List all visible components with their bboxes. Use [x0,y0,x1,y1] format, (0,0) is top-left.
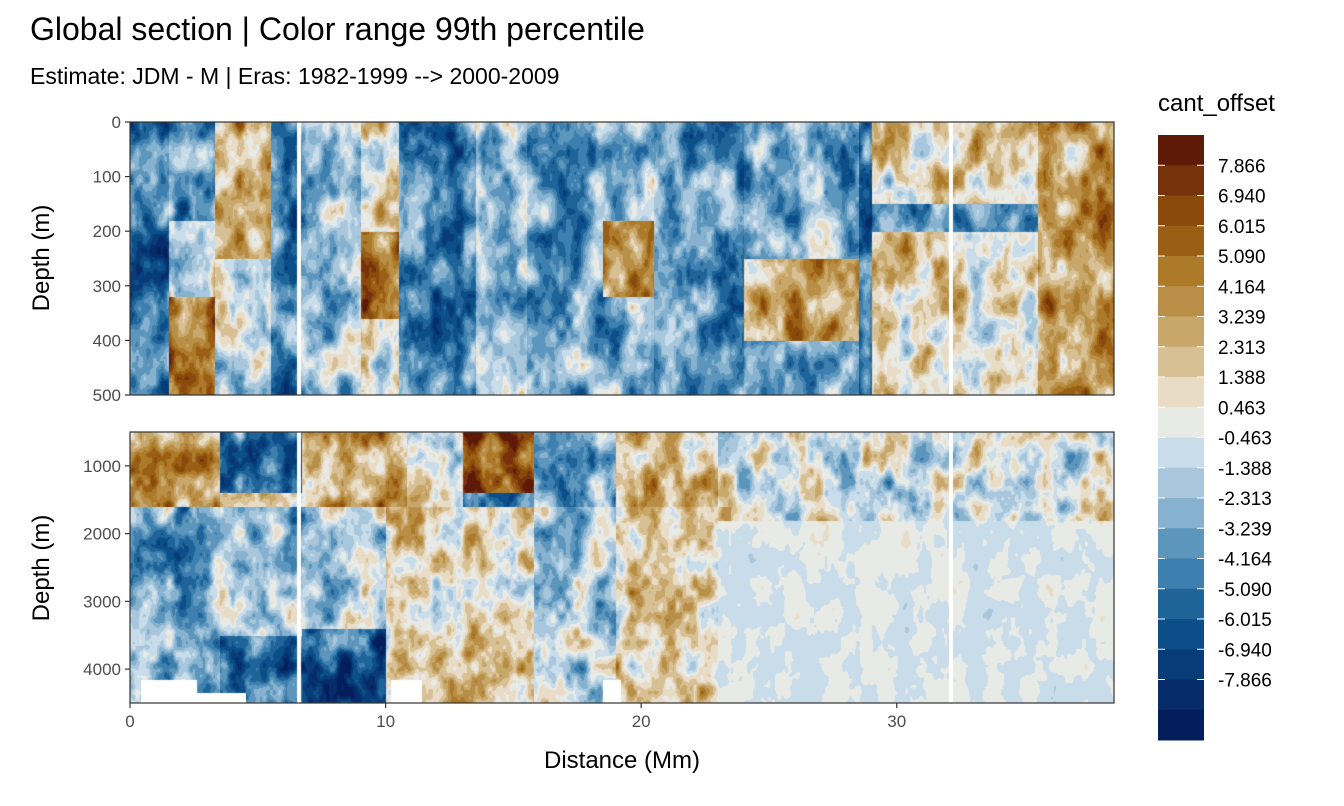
legend-label: -2.313 [1218,489,1272,510]
legend-color-step [1158,588,1204,620]
heatmap-field [130,122,1114,395]
legend-label: -3.239 [1218,519,1272,540]
legend-label: 6.015 [1218,217,1266,238]
legend-colorbar [1158,135,1204,741]
x-axis: 0 10 20 30 [125,703,906,731]
legend-color-step [1158,195,1204,227]
y-axis-title-upper: Depth (m) [28,205,55,312]
lower-panel: 1000 2000 3000 4000 [83,431,1115,704]
legend-label: -7.866 [1218,671,1272,692]
legend-color-step [1158,558,1204,590]
y-tick-label: 2000 [83,525,121,544]
legend-label: -1.388 [1218,459,1272,480]
legend-color-step [1158,437,1204,469]
legend-label: -4.164 [1218,550,1272,571]
legend-label: -6.015 [1218,610,1272,631]
upper-panel: 0 100 200 300 400 500 [93,113,1115,405]
legend-label: -5.090 [1218,580,1272,601]
chart-title: Global section | Color range 99th percen… [30,11,645,47]
legend-color-step [1158,225,1204,257]
y-tick-label: 100 [93,168,121,187]
color-legend: cant_offset 7.866 6.940 6.015 5.090 4.164 3.2… [1158,90,1275,741]
legend-color-step [1158,467,1204,499]
y-tick-label: 0 [112,113,121,132]
y-tick-label: 1000 [83,457,121,476]
y-tick-label: 500 [93,386,121,405]
legend-label: 3.239 [1218,308,1266,329]
panel-border [129,431,1115,704]
legend-color-step [1158,286,1204,317]
x-axis-title: Distance (Mm) [544,747,700,774]
x-tick-label: 0 [125,712,134,731]
y-tick-label: 3000 [83,592,121,611]
legend-color-step [1158,165,1204,196]
legend-label: -0.463 [1218,429,1272,450]
legend-label: 0.463 [1218,398,1266,419]
legend-color-step [1158,619,1204,650]
legend-label: 7.866 [1218,156,1266,177]
y-axis-title-lower: Depth (m) [28,515,55,622]
legend-color-step [1158,649,1204,680]
chart-subtitle: Estimate: JDM - M | Eras: 1982-1999 --> … [30,63,559,89]
legend-label: 6.940 [1218,187,1266,208]
legend-label: 5.090 [1218,247,1266,268]
x-tick-label: 20 [632,712,651,731]
legend-labels: 7.866 6.940 6.015 5.090 4.164 3.239 2.313 1.388… [1158,156,1272,692]
legend-label: 4.164 [1218,277,1266,298]
y-tick-label: 300 [93,277,121,296]
x-tick-label: 10 [376,712,395,731]
y-tick-label: 400 [93,331,121,350]
legend-color-step [1158,679,1204,711]
legend-label: -6.940 [1218,640,1272,661]
legend-color-step [1158,256,1204,287]
legend-label: 1.388 [1218,368,1266,389]
legend-color-step [1158,528,1204,559]
panel-border [129,121,1115,396]
legend-color-step [1158,498,1204,529]
legend-color-step [1158,377,1204,408]
legend-color-step [1158,316,1204,348]
legend-color-step [1158,346,1204,378]
heatmap-field [130,432,1114,703]
legend-label: 2.313 [1218,338,1266,359]
legend-color-step [1158,407,1204,438]
y-tick-label: 4000 [83,660,121,679]
y-tick-label: 200 [93,222,121,241]
legend-color-step [1158,135,1204,166]
legend-color-step [1158,709,1204,741]
legend-title: cant_offset [1158,90,1275,117]
x-tick-label: 30 [887,712,906,731]
